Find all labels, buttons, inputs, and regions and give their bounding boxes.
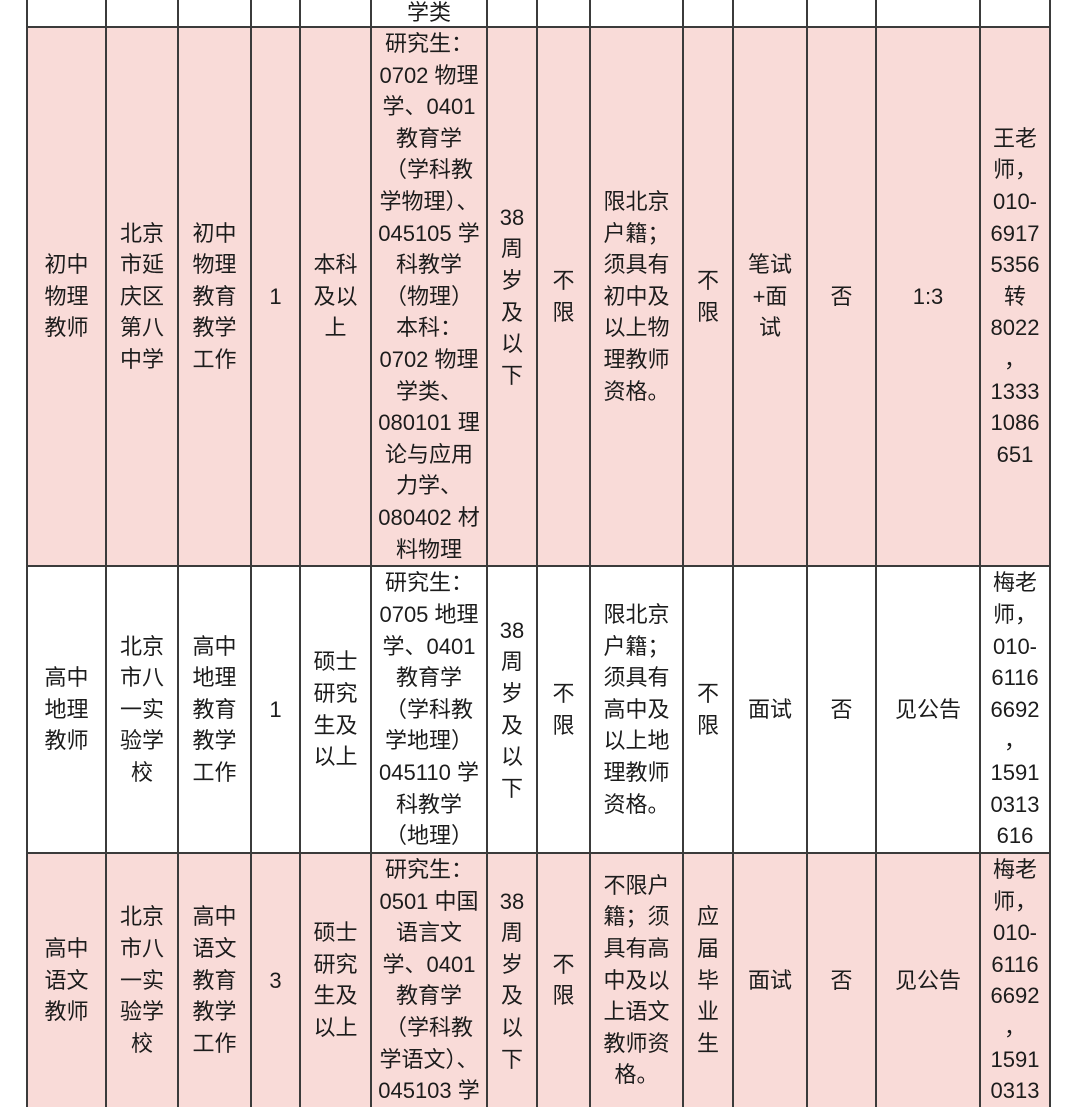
cell-major: 学类: [370, 0, 488, 28]
cell-position: 初中 物理 教师: [26, 25, 107, 568]
cell-education: 硕士 研究 生及 以上: [299, 565, 372, 855]
cell-position: 高中 地理 教师: [26, 565, 107, 855]
cell-candidate_source: 不 限: [682, 565, 734, 855]
cell-other_requirements: 不限户 籍；须 具有高 中及以 上语文 教师资 格。: [589, 852, 684, 1107]
cell-exam_type: 笔试 +面 试: [732, 25, 808, 568]
cell-duty: 初中 物理 教育 教学 工作: [177, 25, 252, 568]
cell-candidate_source: 应 届 毕 业 生: [682, 852, 734, 1107]
cell-ratio: [875, 0, 981, 28]
cell-fee_or_flag: [806, 0, 877, 28]
cell-contact: [979, 0, 1051, 28]
cell-major: 研究生： 0705 地理 学、0401 教育学 （学科教 学地理） 045110…: [370, 565, 488, 855]
cell-other_requirements: 限北京 户籍； 须具有 初中及 以上物 理教师 资格。: [589, 25, 684, 568]
cell-position: 高中 语文 教师: [26, 852, 107, 1107]
cell-school: 北京 市八 一实 验学 校: [105, 565, 179, 855]
cell-other_requirements: [589, 0, 684, 28]
cell-ratio: 见公告: [875, 565, 981, 855]
recruitment-table-body: 学类 初中 物理 教师 北京 市延 庆区 第八 中学 初中 物理 教育 教学 工作 1 本…: [26, 0, 1051, 1107]
cell-education: 本科 及以 上: [299, 25, 372, 568]
cell-fee_or_flag: 否: [806, 565, 877, 855]
cell-openings: [250, 0, 301, 28]
cell-openings: 3: [250, 852, 301, 1107]
cell-gender_limit: [536, 0, 591, 28]
cell-gender_limit: 不 限: [536, 25, 591, 568]
cell-candidate_source: 不 限: [682, 25, 734, 568]
cell-school: [105, 0, 179, 28]
table-row: 高中 语文 教师 北京 市八 一实 验学 校高中 语文 教育 教学 工作 3 硕士 研…: [26, 852, 1051, 1107]
cell-candidate_source: [682, 0, 734, 28]
cell-age_limit: [486, 0, 538, 28]
cell-exam_type: 面试: [732, 852, 808, 1107]
cell-contact: 王老 师， 010- 6917 5356 转 8022 ， 1333 1086 …: [979, 25, 1051, 568]
table-row: 学类: [26, 0, 1051, 28]
cell-school: 北京 市八 一实 验学 校: [105, 852, 179, 1107]
cell-position: [26, 0, 107, 28]
cell-major: 研究生： 0702 物理 学、0401 教育学 （学科教 学物理）、 04510…: [370, 25, 488, 568]
cell-major: 研究生： 0501 中国 语言文 学、0401 教育学 （学科教 学语文）、 0…: [370, 852, 488, 1107]
cell-ratio: 见公告: [875, 852, 981, 1107]
table-row: 高中 地理 教师 北京 市八 一实 验学 校高中 地理 教育 教学 工作 1 硕士 研…: [26, 565, 1051, 855]
cell-education: [299, 0, 372, 28]
cell-school: 北京 市延 庆区 第八 中学: [105, 25, 179, 568]
cell-exam_type: [732, 0, 808, 28]
cell-openings: 1: [250, 565, 301, 855]
cell-gender_limit: 不 限: [536, 852, 591, 1107]
cell-contact: 梅老 师， 010- 6116 6692 ， 1591 0313: [979, 852, 1051, 1107]
cell-education: 硕士 研究 生及 以上: [299, 852, 372, 1107]
cell-contact: 梅老 师， 010- 6116 6692 ， 1591 0313 616: [979, 565, 1051, 855]
cell-openings: 1: [250, 25, 301, 568]
cell-duty: [177, 0, 252, 28]
cell-ratio: 1:3: [875, 25, 981, 568]
cell-gender_limit: 不 限: [536, 565, 591, 855]
table-row: 初中 物理 教师 北京 市延 庆区 第八 中学 初中 物理 教育 教学 工作 1 本科 …: [26, 25, 1051, 568]
cell-fee_or_flag: 否: [806, 852, 877, 1107]
cell-age_limit: 38 周 岁 及 以 下: [486, 25, 538, 568]
cell-other_requirements: 限北京 户籍； 须具有 高中及 以上地 理教师 资格。: [589, 565, 684, 855]
cell-exam_type: 面试: [732, 565, 808, 855]
cell-fee_or_flag: 否: [806, 25, 877, 568]
cell-age_limit: 38 周 岁 及 以 下: [486, 565, 538, 855]
cell-age_limit: 38 周 岁 及 以 下: [486, 852, 538, 1107]
cell-duty: 高中 语文 教育 教学 工作: [177, 852, 252, 1107]
recruitment-table: 学类 初中 物理 教师 北京 市延 庆区 第八 中学 初中 物理 教育 教学 工作 1 本…: [26, 0, 1051, 1107]
cell-duty: 高中 地理 教育 教学 工作: [177, 565, 252, 855]
